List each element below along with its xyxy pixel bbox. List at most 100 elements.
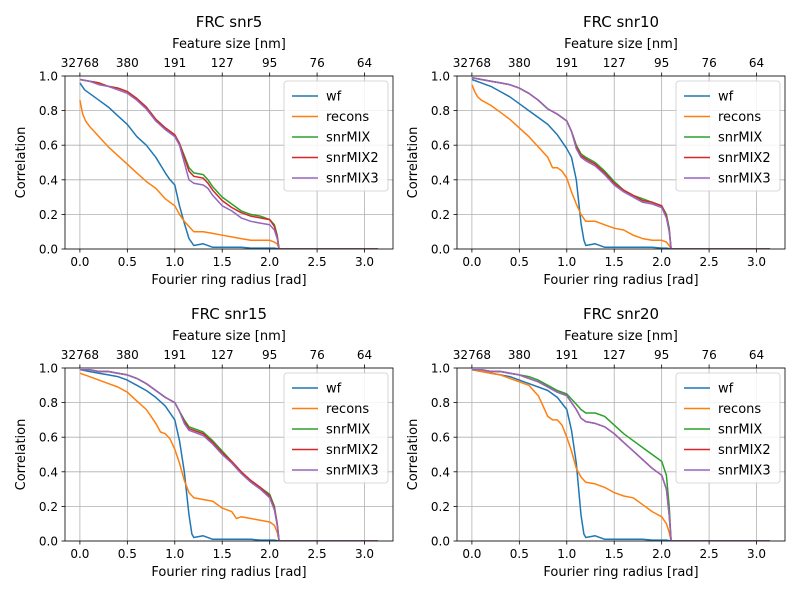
y-tick-label: 0.4 <box>431 173 450 187</box>
x-axis-label: Fourier ring radius [rad] <box>543 273 698 288</box>
x-tick-label: 1.0 <box>557 547 576 561</box>
x-tick-label: 1.0 <box>165 547 184 561</box>
series-line-snrMIX2 <box>79 78 378 249</box>
legend-box <box>283 372 389 484</box>
x-tick-label: 2.5 <box>700 547 719 561</box>
top-x-axis-label: Feature size [nm] <box>172 37 286 52</box>
chart-panel-2: 0.0 0.5 1.0 1.5 2.0 2.5 3.0 32768 380 191 127 95 76 6… <box>406 13 786 288</box>
top-x-tick-label: 76 <box>701 56 716 70</box>
top-x-tick-label: 95 <box>262 56 277 70</box>
legend-box <box>283 80 389 192</box>
x-axis-label: Fourier ring radius [rad] <box>151 565 306 580</box>
top-x-tick-label: 191 <box>163 56 186 70</box>
legend-label: snrMIX <box>718 131 762 146</box>
y-tick-label: 0.6 <box>39 431 58 445</box>
x-tick-label: 0.0 <box>70 547 89 561</box>
y-tick-label: 0.6 <box>39 139 58 153</box>
series-line-recons <box>79 372 378 541</box>
y-tick-label: 1.0 <box>431 70 450 84</box>
y-tick-label: 0.6 <box>431 431 450 445</box>
series-line-wf <box>471 78 770 249</box>
top-x-tick-label: 95 <box>654 348 669 362</box>
top-x-tick-label: 191 <box>163 348 186 362</box>
top-x-tick-label: 64 <box>357 348 372 362</box>
x-tick-label: 0.0 <box>462 255 481 269</box>
chart-panel-1: 0.0 0.5 1.0 1.5 2.0 2.5 3.0 32768 380 191 127 95 76 6… <box>14 13 394 288</box>
x-tick-label: 3.0 <box>747 255 766 269</box>
x-tick-label: 0.5 <box>510 255 529 269</box>
y-axis-label: Correlation <box>14 127 29 199</box>
x-tick-label: 1.5 <box>213 255 232 269</box>
top-x-tick-label: 191 <box>555 56 578 70</box>
series-line-recons <box>471 84 770 249</box>
top-x-axis-label: Feature size [nm] <box>564 37 678 52</box>
legend: wf recons snrMIX snrMIX2 snrMIX3 <box>675 80 781 192</box>
chart-panel-3: 0.0 0.5 1.0 1.5 2.0 2.5 3.0 32768 380 191 127 95 76 6… <box>14 305 394 580</box>
axes-frame <box>456 75 786 250</box>
top-x-tick-label: 95 <box>262 348 277 362</box>
top-x-tick-label: 32768 <box>61 56 99 70</box>
legend-label: wf <box>718 382 734 397</box>
x-axis-label: Fourier ring radius [rad] <box>151 273 306 288</box>
legend: wf recons snrMIX snrMIX2 snrMIX3 <box>283 80 389 192</box>
y-axis-label: Correlation <box>406 127 421 199</box>
y-tick-label: 0.6 <box>431 139 450 153</box>
y-tick-label: 0.8 <box>39 104 58 118</box>
x-tick-label: 2.0 <box>260 255 279 269</box>
top-x-tick-label: 127 <box>211 56 234 70</box>
legend-label: snrMIX2 <box>718 443 771 458</box>
legend-label: recons <box>718 110 761 125</box>
top-x-tick-label: 64 <box>749 56 764 70</box>
top-x-tick-label: 127 <box>603 56 626 70</box>
series-line-snrMIX3 <box>471 368 770 541</box>
series-line-recons <box>471 368 770 541</box>
y-tick-label: 0.8 <box>431 396 450 410</box>
x-tick-label: 3.0 <box>355 255 374 269</box>
legend-label: snrMIX2 <box>326 443 379 458</box>
x-tick-label: 1.5 <box>605 547 624 561</box>
legend-label: wf <box>326 90 342 105</box>
x-tick-label: 2.5 <box>700 255 719 269</box>
series-line-wf <box>79 82 378 249</box>
top-x-tick-label: 64 <box>749 348 764 362</box>
chart-title: FRC snr20 <box>583 305 659 323</box>
y-tick-label: 1.0 <box>431 362 450 376</box>
x-tick-label: 0.5 <box>510 547 529 561</box>
series-line-snrMIX3 <box>471 76 770 249</box>
x-tick-label: 3.0 <box>747 547 766 561</box>
x-tick-label: 2.0 <box>652 547 671 561</box>
y-tick-label: 1.0 <box>39 70 58 84</box>
legend-label: snrMIX2 <box>326 151 379 166</box>
x-tick-label: 2.5 <box>308 255 327 269</box>
x-tick-label: 0.0 <box>70 255 89 269</box>
x-tick-label: 2.0 <box>260 547 279 561</box>
top-x-tick-label: 76 <box>309 56 324 70</box>
top-x-tick-label: 32768 <box>453 56 491 70</box>
top-x-tick-label: 76 <box>701 348 716 362</box>
chart-title: FRC snr5 <box>196 13 263 31</box>
y-tick-label: 0.8 <box>431 104 450 118</box>
y-axis-label: Correlation <box>406 419 421 491</box>
x-axis-label: Fourier ring radius [rad] <box>543 565 698 580</box>
y-tick-label: 0.2 <box>39 208 58 222</box>
y-tick-label: 0.2 <box>431 500 450 514</box>
top-x-tick-label: 380 <box>508 56 531 70</box>
y-axis-label: Correlation <box>14 419 29 491</box>
legend-label: snrMIX2 <box>718 151 771 166</box>
legend-label: recons <box>718 402 761 417</box>
chart-title: FRC snr15 <box>191 305 267 323</box>
legend-label: wf <box>718 90 734 105</box>
y-tick-label: 0.2 <box>431 208 450 222</box>
chart-panel-4: 0.0 0.5 1.0 1.5 2.0 2.5 3.0 32768 380 191 127 95 76 6… <box>406 305 786 580</box>
axes-frame <box>64 75 394 250</box>
x-tick-label: 0.5 <box>118 255 137 269</box>
top-x-tick-label: 95 <box>654 56 669 70</box>
legend-label: snrMIX <box>326 131 370 146</box>
legend-box <box>675 80 781 192</box>
top-x-tick-label: 380 <box>116 56 139 70</box>
series-line-wf <box>79 368 378 541</box>
legend-label: snrMIX <box>326 423 370 438</box>
top-x-tick-label: 32768 <box>61 348 99 362</box>
legend-label: snrMIX3 <box>718 464 771 479</box>
x-tick-label: 0.5 <box>118 547 137 561</box>
